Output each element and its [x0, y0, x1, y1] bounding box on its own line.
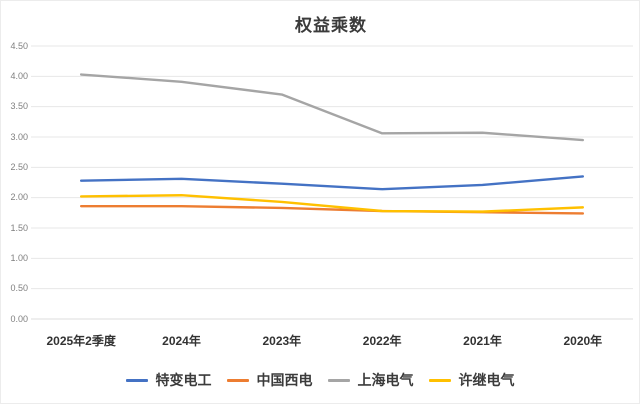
y-tick-label: 4.50	[10, 40, 28, 51]
chart-title: 权益乘数	[295, 16, 367, 35]
legend-label: 中国西电	[256, 372, 313, 388]
legend-item-中国西电: 中国西电	[226, 370, 313, 390]
series-line-特变电工	[79, 175, 585, 191]
legend-line-marker	[327, 378, 350, 382]
x-tick-label: 2020年	[563, 334, 603, 348]
y-tick-label: 3.00	[10, 131, 28, 142]
y-tick-label: 3.50	[10, 101, 28, 112]
y-tick-label: 1.00	[10, 252, 28, 263]
y-tick-label: 1.50	[10, 222, 28, 233]
legend-item-许继电气: 许继电气	[428, 370, 515, 390]
series-line-许继电气	[79, 194, 585, 213]
y-tick-label: 0.50	[10, 283, 28, 294]
y-tick-label: 0.00	[10, 313, 28, 324]
x-tick-label: 2023年	[262, 334, 302, 348]
x-tick-label: 2021年	[463, 334, 502, 348]
y-tick-label: 2.50	[10, 161, 28, 172]
legend-item-特变电工: 特变电工	[125, 370, 212, 390]
x-tick-label: 2022年	[362, 334, 402, 348]
legend-item-上海电气: 上海电气	[327, 370, 414, 390]
legend-label: 上海电气	[357, 372, 414, 388]
y-tick-label: 2.00	[10, 192, 28, 203]
legend-line-marker	[428, 378, 451, 382]
y-tick-label: 4.00	[10, 70, 28, 81]
legend-label: 特变电工	[155, 372, 212, 388]
series-line-中国西电	[79, 204, 585, 215]
legend-line-marker	[125, 378, 148, 382]
x-tick-label: 2025年2季度	[46, 334, 116, 348]
legend-line-marker	[226, 378, 249, 382]
x-tick-label: 2024年	[162, 334, 201, 348]
chart-legend: 特变电工 中国西电 上海电气 许继电气	[1, 367, 639, 393]
series-line-上海电气	[79, 73, 585, 142]
legend-label: 许继电气	[458, 372, 515, 388]
